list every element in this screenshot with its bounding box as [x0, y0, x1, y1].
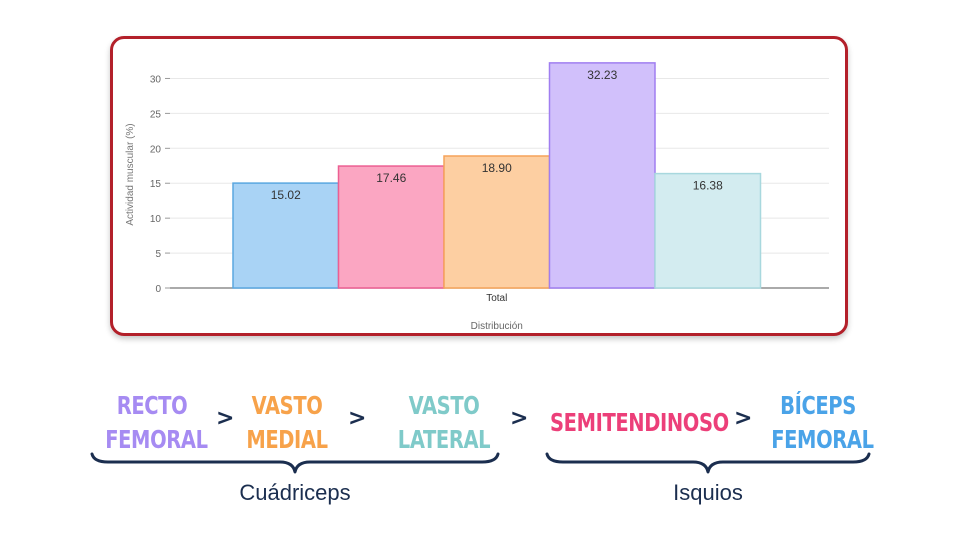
- data-label-3: 18.90: [482, 161, 512, 175]
- chart-frame: 0 5 10 15 20 25 30 15.02 17.46 18.90 32.23 16.38 Tot…: [110, 36, 848, 336]
- bar-4: [548, 62, 656, 289]
- group-label-cuadriceps: Cuádriceps: [239, 480, 351, 505]
- y-tick-label: 10: [150, 214, 162, 225]
- y-tick-label: 5: [155, 249, 161, 260]
- bar-chart: 0 5 10 15 20 25 30 15.02 17.46 18.90 32.23 16.38 Tot…: [125, 62, 829, 332]
- label-vasto-medial: VASTO MEDIAL: [242, 389, 332, 457]
- label-recto-femoral: RECTO FEMORAL: [105, 389, 208, 457]
- sequence-arrow-3: >: [510, 406, 529, 431]
- sequence-arrow-1: >: [216, 406, 235, 431]
- label-biceps-line1: BÍCEPS: [780, 391, 856, 420]
- x-axis-title: Distribución: [471, 321, 523, 332]
- label-vasto-lateral: VASTO LATERAL: [397, 389, 491, 457]
- brace-isquios: [545, 452, 871, 474]
- data-label-4: 32.23: [587, 68, 617, 82]
- label-semitendinoso: SEMITENDINOSO: [549, 406, 729, 440]
- data-label-5: 16.38: [693, 179, 723, 193]
- bar-3: [443, 155, 551, 289]
- sequence-arrow-4: >: [734, 406, 753, 431]
- label-recto-line1: RECTO: [116, 391, 188, 420]
- label-vasto-lateral-line1: VASTO: [408, 391, 480, 420]
- label-biceps-line2: FEMORAL: [771, 425, 874, 454]
- y-tick-label: 25: [150, 109, 162, 120]
- y-tick-label: 0: [155, 284, 161, 295]
- data-label-2: 17.46: [376, 171, 406, 185]
- label-biceps-femoral: BÍCEPS FEMORAL: [771, 389, 874, 457]
- label-vasto-lateral-line2: LATERAL: [397, 425, 491, 454]
- y-axis-title: Actividad muscular (%): [125, 123, 136, 225]
- y-tick-label: 15: [150, 179, 162, 190]
- label-recto-line2: FEMORAL: [105, 425, 208, 454]
- bar-5: [654, 172, 762, 289]
- label-semitendinoso-line1: SEMITENDINOSO: [549, 408, 729, 437]
- sequence-arrow-2: >: [348, 406, 367, 431]
- x-tick-label: Total: [486, 293, 507, 304]
- brace-cuadriceps: [90, 452, 500, 474]
- data-label-1: 15.02: [271, 188, 301, 202]
- y-tick-label: 30: [150, 74, 162, 85]
- group-label-isquios: Isquios: [673, 480, 743, 505]
- label-vasto-medial-line2: MEDIAL: [246, 425, 328, 454]
- y-tick-label: 20: [150, 144, 162, 155]
- label-vasto-medial-line1: VASTO: [251, 391, 323, 420]
